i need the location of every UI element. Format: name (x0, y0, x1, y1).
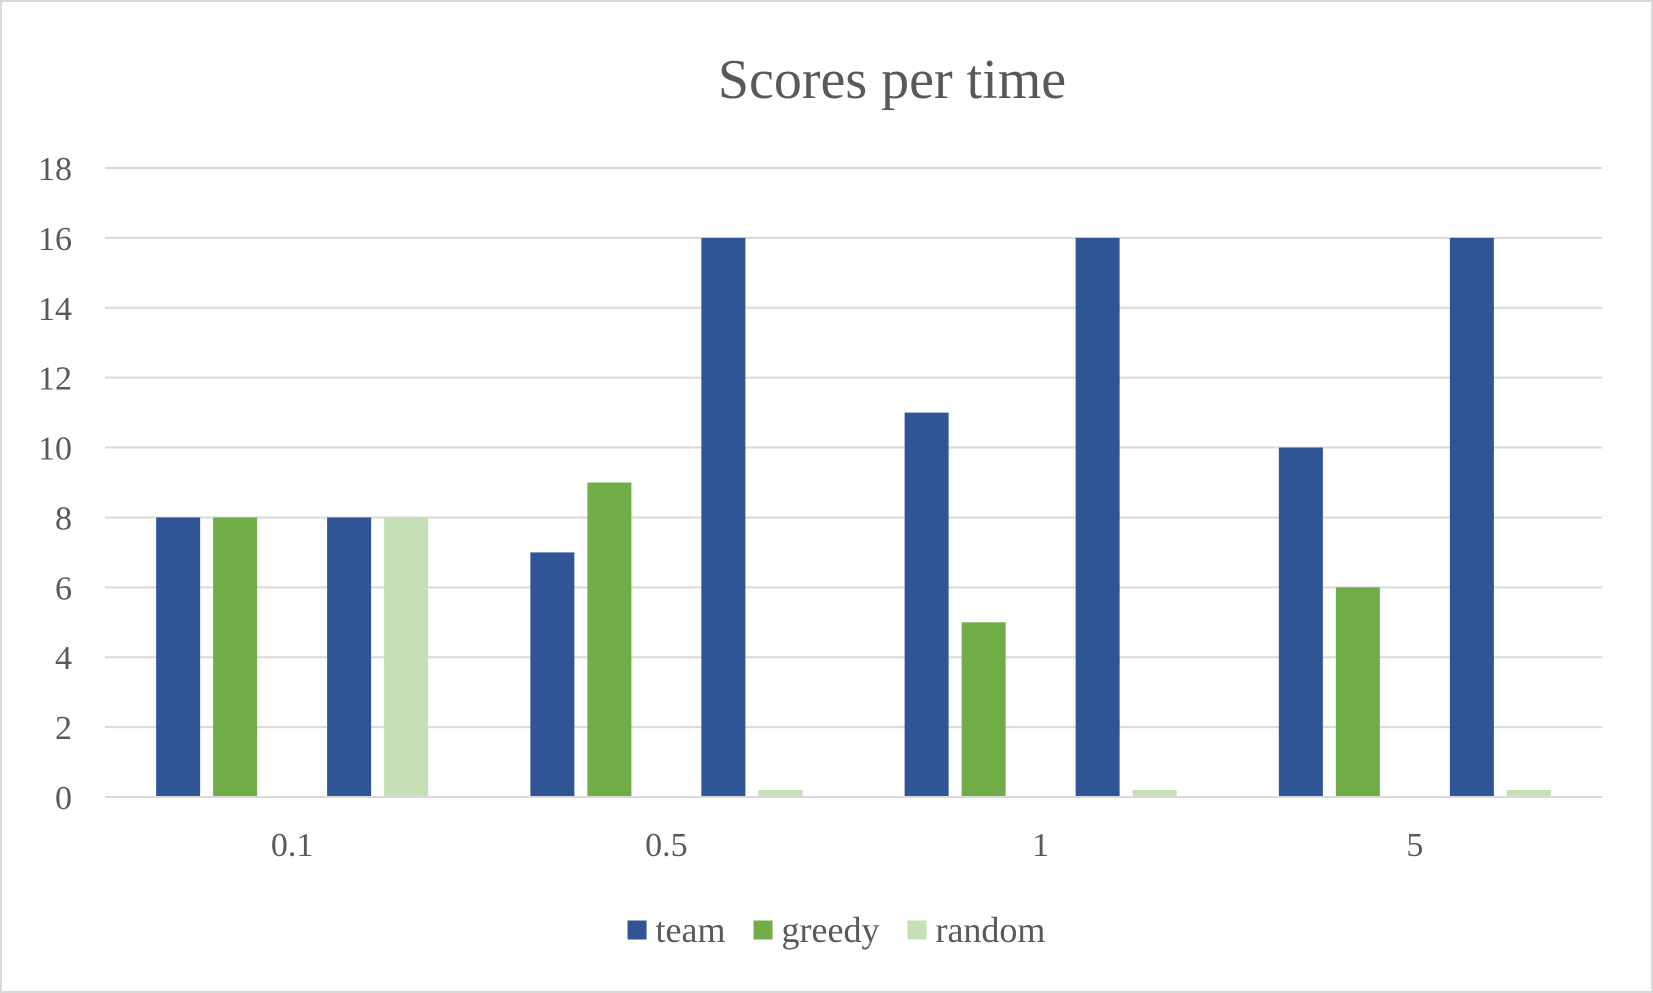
y-tick-label: 12 (38, 361, 72, 398)
y-tick-label: 2 (55, 710, 72, 747)
y-tick-label: 16 (38, 221, 72, 258)
y-tick-label: 10 (38, 431, 72, 468)
x-tick-label: 5 (1406, 827, 1423, 864)
legend-swatch-greedy (753, 920, 773, 940)
y-tick-label: 4 (55, 640, 72, 677)
x-axis-tick-labels: 0.1 0.5 1 5 (271, 827, 1424, 864)
bar-team (701, 237, 746, 797)
bar-team (327, 517, 372, 797)
legend-label: team (656, 910, 726, 950)
y-tick-label: 0 (55, 780, 72, 817)
bar-team (1278, 447, 1323, 797)
x-tick-label: 1 (1032, 827, 1049, 864)
bar-greedy (587, 482, 632, 797)
bar-team (904, 412, 949, 797)
bar-team (530, 552, 575, 797)
bar-greedy (961, 622, 1006, 797)
bar-random (1132, 790, 1177, 797)
bar-greedy (213, 517, 258, 797)
bar-greedy (1335, 587, 1380, 797)
bars (156, 237, 1551, 797)
y-tick-label: 8 (55, 500, 72, 537)
legend-swatch-random (907, 920, 927, 940)
legend-label: random (935, 910, 1045, 950)
legend-label: greedy (782, 910, 880, 950)
bar-random (758, 790, 803, 797)
x-tick-label: 0.1 (271, 827, 314, 864)
chart-title: Scores per time (718, 49, 1066, 111)
bar-team (1075, 237, 1120, 797)
y-tick-label: 14 (38, 291, 72, 328)
bar-random (1506, 790, 1551, 797)
bar-team (156, 517, 201, 797)
legend-swatch-team (627, 920, 647, 940)
x-tick-label: 0.5 (645, 827, 688, 864)
y-axis-tick-labels: 0 2 4 6 8 10 12 14 16 18 (38, 151, 72, 817)
y-tick-label: 6 (55, 570, 72, 607)
bar-random (384, 517, 429, 797)
bar-team (1449, 237, 1494, 797)
y-tick-label: 18 (38, 151, 72, 188)
legend: team greedy random (627, 910, 1045, 950)
